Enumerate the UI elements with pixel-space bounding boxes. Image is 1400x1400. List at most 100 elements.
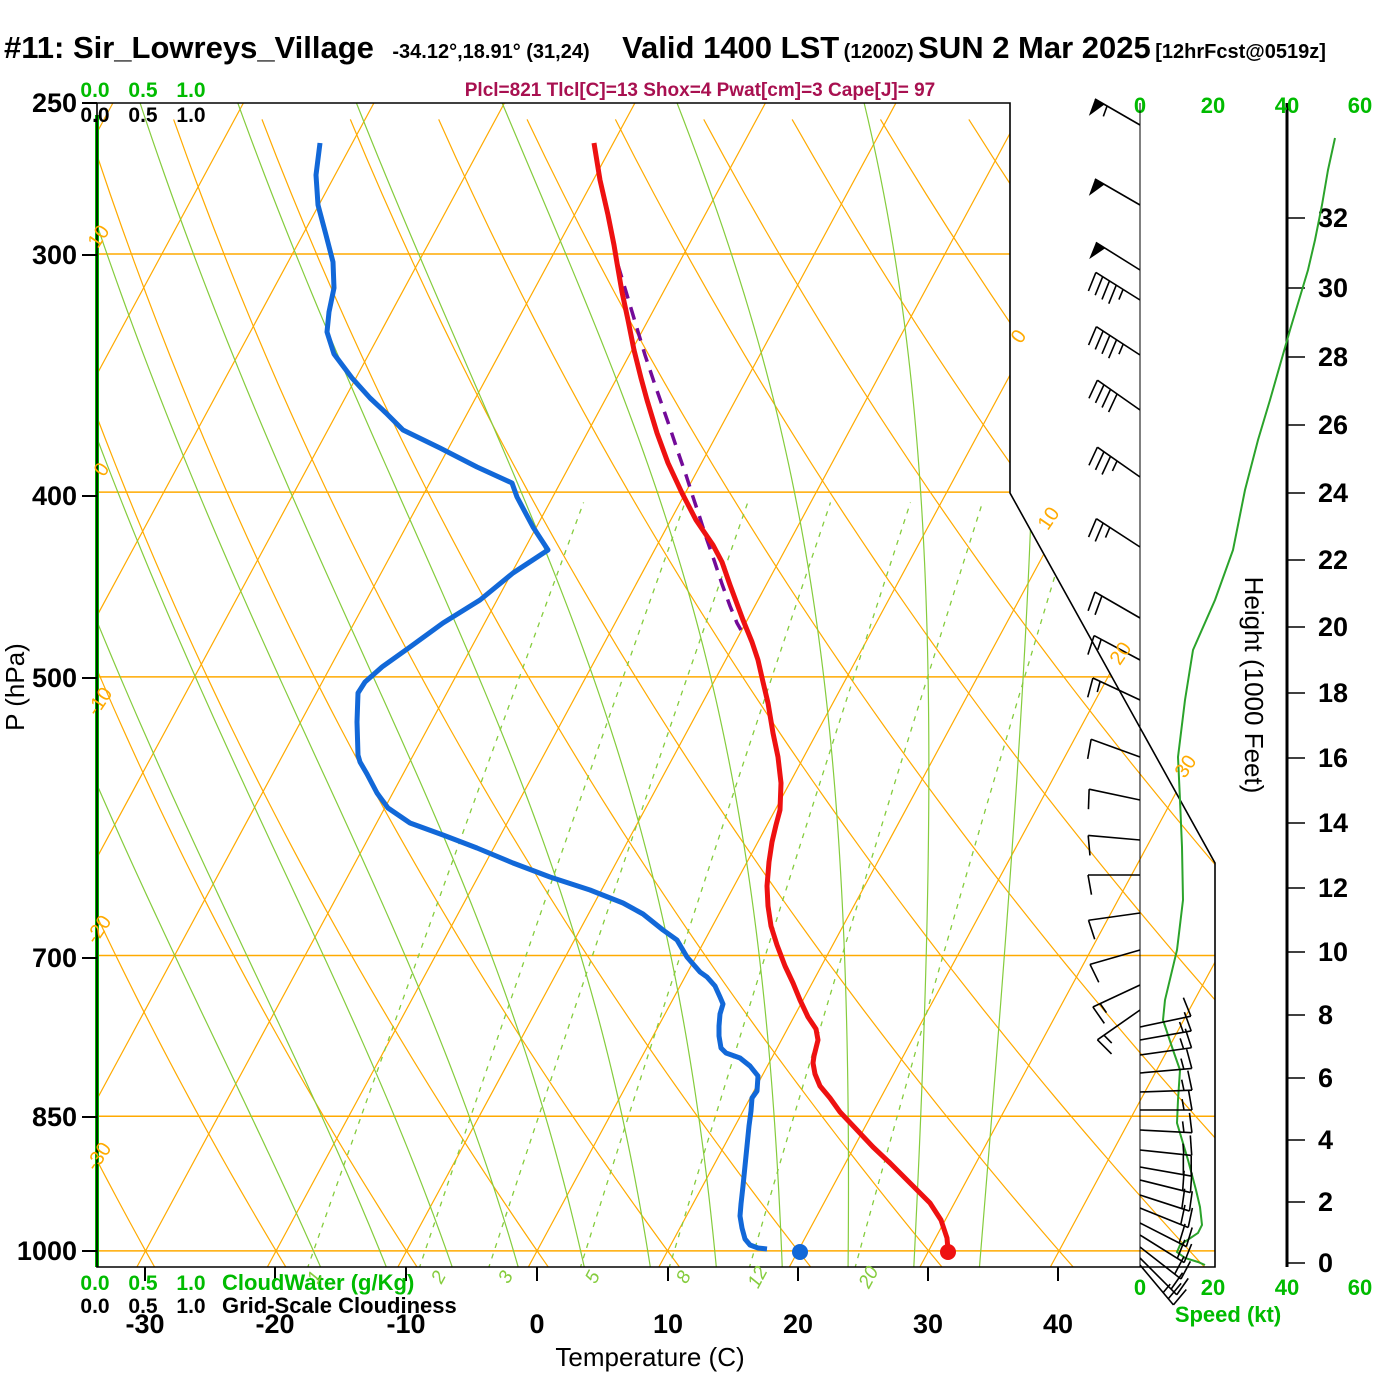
wind-speed-curve <box>1161 137 1336 1266</box>
moist-adiabat-line <box>97 103 458 1267</box>
wind-barb <box>1088 379 1141 413</box>
moist-adiabat-line <box>675 103 850 1267</box>
height-tick-label: 2 <box>1318 1187 1333 1217</box>
mixing-ratio-line <box>664 502 912 1267</box>
zulu-time: (1200Z) <box>843 41 914 63</box>
speed-axis-title: Speed (kt) <box>1175 1302 1281 1327</box>
mixing-ratio-line <box>302 502 585 1267</box>
moist-adiabat-line <box>97 103 327 1267</box>
speed-tick-label-bottom: 40 <box>1275 1275 1299 1300</box>
moist-adiabat-line <box>977 103 1037 1267</box>
height-tick-label: 32 <box>1318 203 1348 233</box>
temp-tick-label: -10 <box>386 1309 425 1339</box>
wind-barb <box>1087 518 1141 548</box>
wind-barb <box>1088 446 1141 478</box>
cloudwater-scale-bottom: 0.5 <box>128 1272 158 1295</box>
valid-date: SUN 2 Mar 2025 <box>918 30 1151 65</box>
isotherm-label-right: 20 <box>1106 638 1137 669</box>
isotherm-label-right: 10 <box>1034 503 1065 534</box>
isotherm-label-right: 30 <box>1171 751 1202 782</box>
wind-barb <box>1139 1188 1194 1212</box>
speed-axis: 0 0 20 20 40 40 60 60 Speed (kt) <box>1134 93 1372 1327</box>
height-tick-label: 16 <box>1318 743 1348 773</box>
dry-adiabat-line <box>97 119 426 1267</box>
pressure-tick-label: 250 <box>32 88 77 118</box>
wind-barb <box>1087 788 1141 810</box>
wind-barb <box>1139 1135 1193 1157</box>
isotherm-line <box>136 103 766 1267</box>
cloudiness-scale-bottom: 1.0 <box>176 1295 205 1318</box>
pressure-tick-label: 500 <box>32 663 77 693</box>
cloudiness-scale-bottom: 0.0 <box>80 1295 109 1318</box>
wind-barb <box>1139 1246 1192 1280</box>
dry-adiabat-line <box>614 119 1215 1267</box>
forecast-tag: [12hrFcst@0519z] <box>1155 41 1326 63</box>
height-tick-label: 22 <box>1318 545 1348 575</box>
mixing-ratio-label: 5 <box>581 1267 605 1287</box>
height-tick-label: 14 <box>1318 808 1348 838</box>
wind-barb <box>1086 738 1141 760</box>
cloudwater-scale-top: 0.0 <box>80 79 109 102</box>
moist-adiabat-line <box>862 103 930 1267</box>
speed-tick-label-top: 60 <box>1348 93 1372 118</box>
cloudwater-label: CloudWater (g/Kg) <box>222 1270 414 1295</box>
height-tick-label: 18 <box>1318 678 1348 708</box>
height-tick-label: 8 <box>1318 1000 1333 1030</box>
moist-adiabat-line <box>138 103 588 1267</box>
wind-barb <box>1087 271 1141 305</box>
moist-adiabat-line <box>500 103 784 1267</box>
surface-dewpoint-dot <box>792 1244 808 1260</box>
moist-adiabat-line <box>97 103 392 1267</box>
temp-tick-label: -20 <box>255 1309 294 1339</box>
wind-barb <box>1087 874 1140 895</box>
pressure-tick-label: 850 <box>32 1102 77 1132</box>
dry-adiabat-line <box>791 119 1215 1267</box>
mixing-ratio-line <box>414 502 686 1267</box>
height-tick-label: 6 <box>1318 1063 1333 1093</box>
height-tick-label: 12 <box>1318 873 1348 903</box>
height-tick-label: 0 <box>1318 1248 1333 1278</box>
wind-barb <box>1140 1090 1193 1111</box>
isotherm-line <box>97 103 636 1267</box>
cloudwater-scale-top: 1.0 <box>176 79 205 102</box>
dry-adiabat-line <box>526 119 1215 1267</box>
isotherm-line <box>97 103 375 1267</box>
pressure-axis-title: P (hPa) <box>0 643 30 731</box>
speed-tick-label-top: 40 <box>1275 93 1299 118</box>
moist-adiabat-line <box>97 103 523 1267</box>
pressure-tick-label: 300 <box>32 240 77 270</box>
mixing-ratio-label: 8 <box>672 1267 696 1287</box>
station-coords: -34.12°,18.91° (31,24) <box>392 41 590 63</box>
wind-barb <box>1087 912 1141 940</box>
dry-adiabat-line <box>261 119 953 1267</box>
dry-adiabat-line <box>349 119 1085 1267</box>
parcel-path-curve <box>616 264 743 631</box>
speed-tick-label-bottom: 60 <box>1348 1275 1372 1300</box>
wind-barb <box>1139 1112 1193 1134</box>
wind-barb <box>1139 1011 1192 1041</box>
height-tick-label: 26 <box>1318 410 1348 440</box>
wind-barb <box>1087 834 1141 856</box>
pressure-tick-label: 700 <box>32 943 77 973</box>
wind-barb <box>1086 677 1141 701</box>
wind-barb <box>1139 1257 1189 1296</box>
wind-barb <box>1139 1204 1194 1229</box>
dry-adiabat-line <box>703 119 1215 1267</box>
wind-barb <box>1139 1170 1193 1194</box>
mixing-ratio-label: 3 <box>494 1267 518 1287</box>
wind-barb <box>1092 984 1141 1024</box>
temperature-curve <box>591 142 951 1251</box>
isotherm-label-left: 0 <box>90 459 114 481</box>
chart-title: #11: Sir_Lowreys_Village -34.12°,18.91° … <box>4 30 1400 66</box>
dry-adiabat-line <box>97 119 294 1267</box>
temp-axis-title: Temperature (C) <box>555 1342 744 1372</box>
dewpoint-curve <box>313 142 768 1252</box>
wind-barb <box>1139 1222 1193 1248</box>
cloudwater-scale-bottom: 0.0 <box>80 1272 109 1295</box>
mixing-ratio-line <box>745 502 984 1267</box>
height-tick-label: 4 <box>1318 1125 1333 1155</box>
isotherm-line <box>919 103 1215 1267</box>
temp-tick-label: -30 <box>125 1309 164 1339</box>
